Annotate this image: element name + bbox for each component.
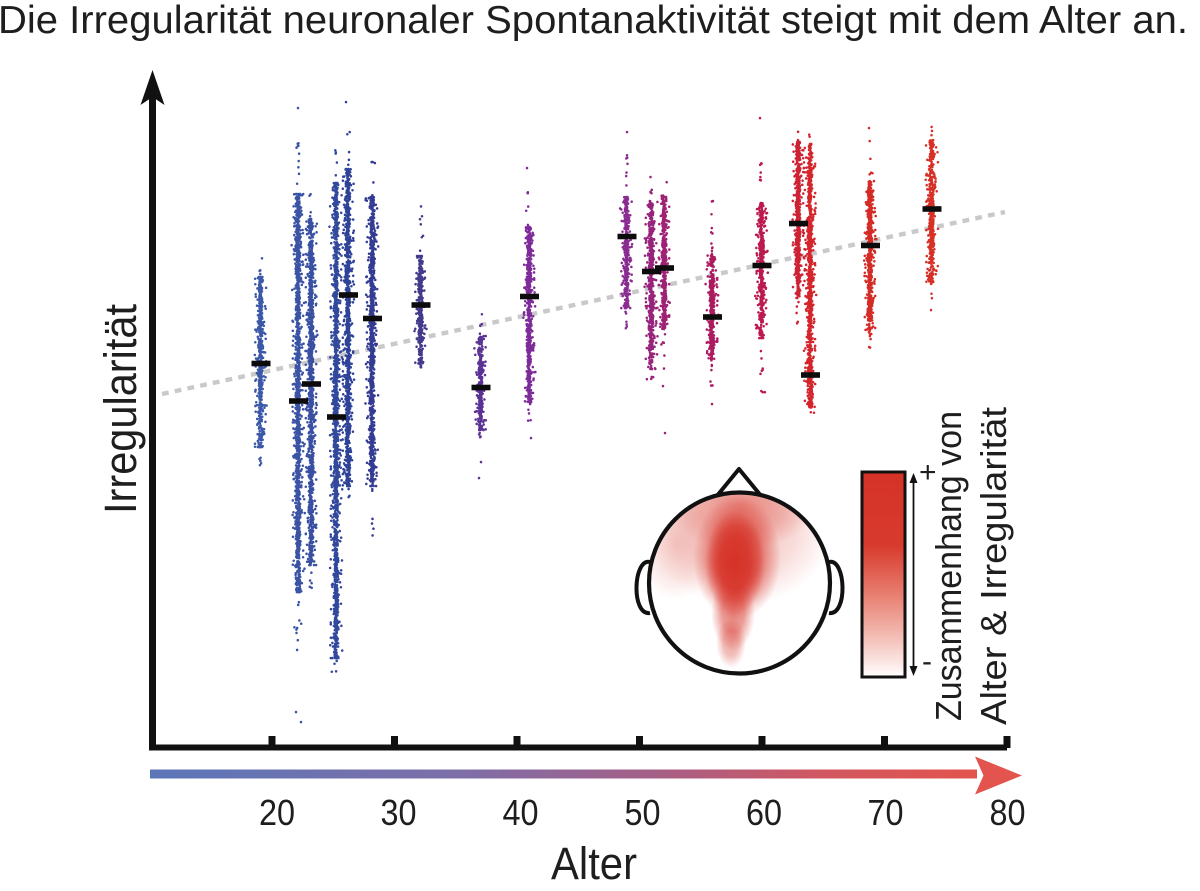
svg-text:Alter & Irregularität: Alter & Irregularität [973, 407, 1014, 725]
svg-text:80: 80 [990, 792, 1026, 833]
svg-text:40: 40 [503, 792, 539, 833]
svg-text:70: 70 [868, 792, 904, 833]
svg-text:Irregularität: Irregularität [95, 304, 146, 514]
svg-text:Die Irregularität neuronaler S: Die Irregularität neuronaler Spontanakti… [0, 0, 1188, 42]
svg-text:20: 20 [259, 792, 295, 833]
svg-text:60: 60 [746, 792, 782, 833]
svg-text:Alter: Alter [551, 838, 637, 889]
svg-text:-: - [922, 645, 932, 678]
svg-text:50: 50 [625, 792, 661, 833]
svg-text:30: 30 [381, 792, 417, 833]
svg-text:+: + [919, 456, 937, 489]
svg-text:Zusammenhang von: Zusammenhang von [928, 411, 969, 721]
